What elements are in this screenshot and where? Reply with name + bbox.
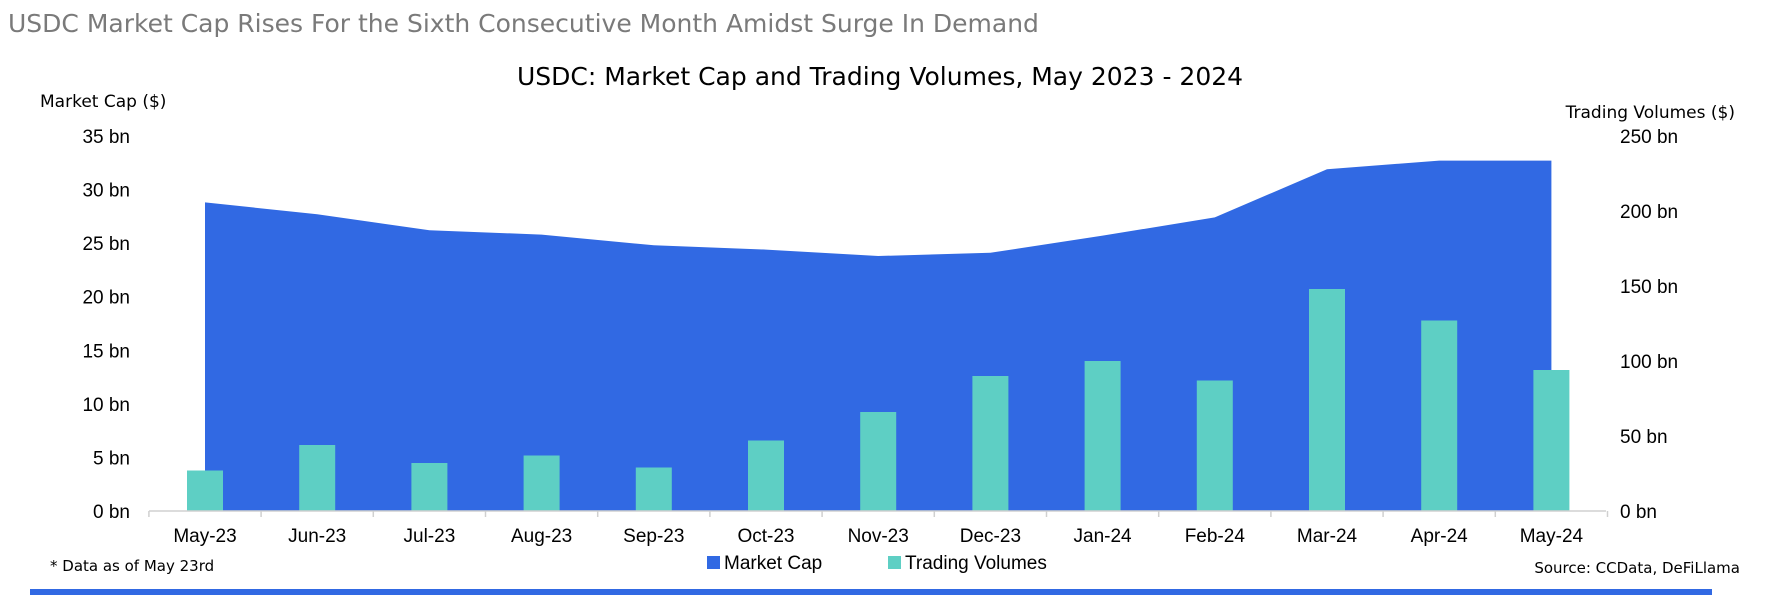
trading-volume-bar [635, 467, 672, 511]
left-axis-label: Market Cap ($) [40, 92, 166, 112]
right-axis-label: Trading Volumes ($) [1565, 103, 1735, 123]
trading-volume-bar [1196, 380, 1233, 511]
left-y-tick-label: 0 bn [93, 502, 130, 523]
legend-label-trading-volumes: Trading Volumes [905, 553, 1047, 574]
x-tick-label: May-24 [1520, 526, 1584, 547]
right-y-tick-label: 150 bn [1620, 277, 1678, 298]
left-y-tick-label: 30 bn [82, 181, 130, 202]
trading-volume-bar [411, 463, 448, 511]
x-tick-label: Oct-23 [737, 526, 794, 547]
right-y-tick-label: 200 bn [1620, 202, 1678, 223]
legend: Market Cap Trading Volumes [707, 553, 1047, 574]
trading-volume-bar [1309, 289, 1345, 511]
x-tick-label: Aug-23 [511, 526, 572, 547]
x-tick-label: Nov-23 [848, 526, 909, 547]
trading-volume-bar [299, 445, 336, 511]
trading-volume-bar [1084, 361, 1121, 511]
left-y-tick-label: 25 bn [82, 234, 130, 255]
x-tick-label: Dec-23 [960, 526, 1021, 547]
left-y-tick-label: 15 bn [82, 341, 130, 362]
legend-swatch-trading-volumes [888, 556, 901, 569]
x-tick-label: Jan-24 [1074, 526, 1133, 547]
trading-volume-bar [1421, 320, 1458, 511]
trading-volume-bar [860, 412, 897, 511]
left-y-tick-label: 5 bn [93, 448, 130, 469]
bottom-rule [30, 589, 1712, 595]
trading-volume-bar [748, 440, 784, 511]
trading-volume-bar [972, 376, 1009, 511]
trading-volume-bar [1533, 370, 1570, 511]
legend-label-market-cap: Market Cap [724, 553, 822, 574]
x-tick-label: Jun-23 [288, 526, 346, 547]
right-y-tick-label: 100 bn [1620, 352, 1678, 373]
chart-title: USDC: Market Cap and Trading Volumes, Ma… [517, 62, 1243, 91]
x-tick-label: Mar-24 [1297, 526, 1358, 547]
headline: USDC Market Cap Rises For the Sixth Cons… [8, 9, 1039, 38]
footnote: * Data as of May 23rd [50, 557, 214, 575]
right-y-tick-label: 250 bn [1620, 127, 1678, 148]
legend-swatch-market-cap [707, 556, 720, 569]
x-tick-label: Apr-24 [1411, 526, 1468, 547]
left-y-tick-label: 35 bn [82, 127, 130, 148]
trading-volume-bar [187, 470, 223, 511]
left-y-tick-label: 10 bn [82, 395, 130, 416]
trading-volume-bar [523, 455, 560, 511]
source-note: Source: CCData, DeFiLlama [1534, 559, 1740, 577]
x-tick-label: Sep-23 [623, 526, 684, 547]
right-y-tick-label: 50 bn [1620, 427, 1668, 448]
x-tick-label: Feb-24 [1185, 526, 1246, 547]
right-y-tick-label: 0 bn [1620, 502, 1657, 523]
x-tick-label: May-23 [173, 526, 236, 547]
left-y-tick-label: 20 bn [82, 288, 130, 309]
x-tick-label: Jul-23 [404, 526, 456, 547]
